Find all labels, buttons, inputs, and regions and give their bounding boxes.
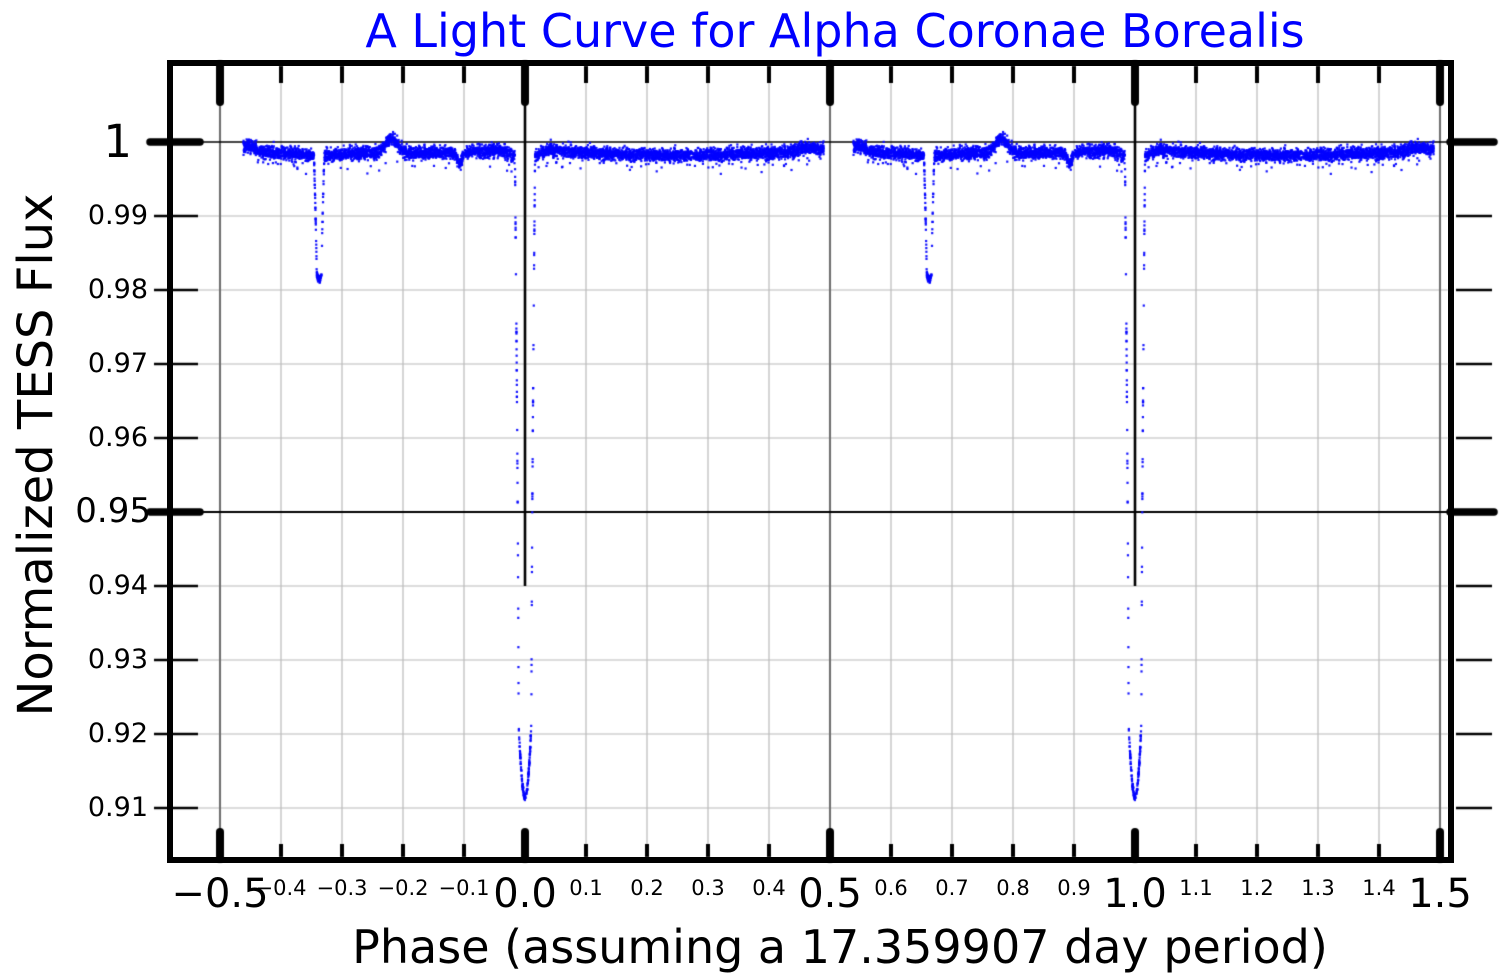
tick-label: 0.92 (87, 718, 148, 749)
tick-label: 1.0 (1103, 871, 1167, 917)
tick-label: 1 (103, 114, 132, 168)
tick-label: 0.2 (630, 876, 664, 900)
tick-label: 0.93 (87, 644, 148, 675)
tick-label: 0.0 (493, 871, 557, 917)
tick-label: 0.97 (87, 348, 148, 379)
tick-label: 0.9 (1057, 876, 1091, 900)
tick-label: −0.4 (255, 876, 307, 900)
tick-label: 1.3 (1301, 876, 1335, 900)
tick-label: 0.6 (874, 876, 908, 900)
tick-label: 1.5 (1408, 871, 1472, 917)
tick-label: 0.95 (75, 491, 151, 532)
tick-label: −0.1 (438, 876, 490, 900)
tick-label: 0.3 (691, 876, 725, 900)
tick-label: 0.94 (87, 570, 148, 601)
tick-label: −0.2 (377, 876, 429, 900)
tick-label: 0.99 (87, 200, 148, 231)
tick-label: 0.91 (87, 792, 148, 823)
tick-label: 0.1 (569, 876, 603, 900)
tick-label: 0.4 (752, 876, 786, 900)
tick-label: 1.1 (1179, 876, 1213, 900)
tick-label: 0.96 (87, 422, 148, 453)
tick-label: 0.98 (87, 274, 148, 305)
tick-label: 0.7 (935, 876, 969, 900)
tick-label: 1.2 (1240, 876, 1274, 900)
tick-label: 0.5 (798, 871, 862, 917)
tick-label: −0.3 (316, 876, 368, 900)
tick-label: 0.8 (996, 876, 1030, 900)
tick-label: 1.4 (1362, 876, 1396, 900)
tick-label: −0.5 (171, 871, 269, 917)
x-axis-label: Phase (assuming a 17.359907 day period) (352, 920, 1328, 974)
